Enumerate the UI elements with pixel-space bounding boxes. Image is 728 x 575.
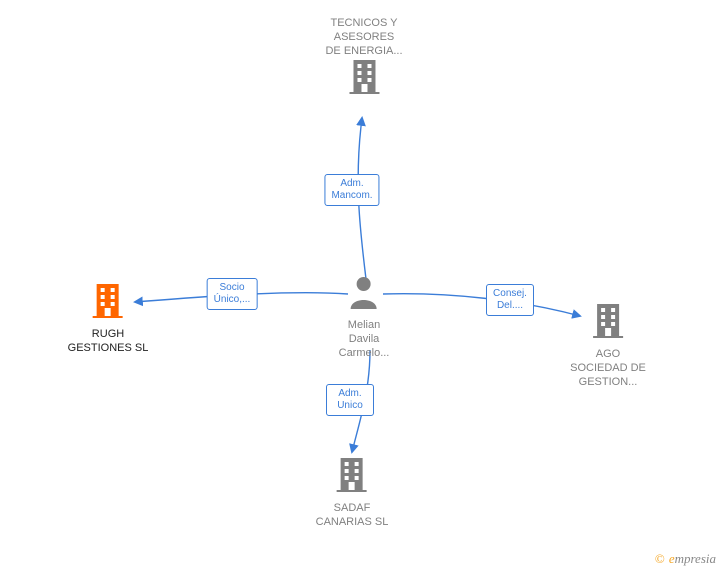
building-icon (347, 58, 381, 99)
node-sadaf[interactable]: SADAF CANARIAS SL (316, 456, 389, 529)
node-rugh[interactable]: RUGH GESTIONES SL (68, 282, 149, 355)
edge-label-right: Consej. Del.... (486, 284, 534, 316)
building-icon (335, 456, 369, 497)
edge-label-top: Adm. Mancom. (324, 174, 379, 206)
node-person-label: Melian Davila Carmelo... (339, 318, 390, 360)
node-ago[interactable]: AGO SOCIEDAD DE GESTION... (570, 302, 646, 389)
node-tecnicos-label: TECNICOS Y ASESORES DE ENERGIA... (325, 16, 402, 58)
building-icon (91, 282, 125, 323)
diagram-canvas: Adm. Mancom. Socio Único,... Consej. Del… (0, 0, 728, 575)
edge-label-bottom: Adm. Unico (326, 384, 374, 416)
edge-label-left: Socio Único,... (207, 278, 258, 310)
watermark: ©empresia (655, 551, 716, 567)
node-person-center[interactable]: Melian Davila Carmelo... (339, 275, 390, 360)
node-ago-label: AGO SOCIEDAD DE GESTION... (570, 347, 646, 389)
copyright-symbol: © (655, 551, 665, 566)
node-sadaf-label: SADAF CANARIAS SL (316, 501, 389, 529)
person-icon (349, 296, 379, 313)
node-rugh-label: RUGH GESTIONES SL (68, 327, 149, 355)
watermark-rest: mpresia (675, 551, 716, 566)
building-icon (591, 302, 625, 343)
node-tecnicos[interactable]: TECNICOS Y ASESORES DE ENERGIA... (325, 12, 402, 99)
